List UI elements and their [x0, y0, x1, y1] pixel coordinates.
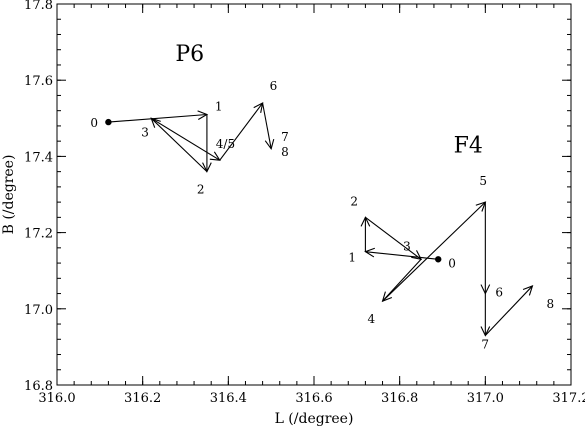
move-arrow-p6-head	[264, 138, 275, 151]
point-label: 0	[448, 256, 456, 270]
point-label: 2	[197, 183, 205, 197]
point-label: 6	[495, 286, 503, 300]
move-arrow-f4-head	[522, 285, 534, 296]
point-label: 2	[350, 194, 358, 208]
y-axis-title: B (/degree)	[1, 155, 17, 235]
move-arrow-f4	[382, 258, 422, 302]
point-label: 7	[481, 337, 489, 351]
series-label-p6: P6	[175, 42, 204, 67]
point-label: 3	[403, 239, 411, 253]
point-label: 4/5	[216, 137, 235, 151]
y-tick-label: 16.8	[24, 379, 53, 394]
x-tick-label: 316.0	[38, 391, 75, 406]
point-label: 4	[368, 312, 376, 326]
x-axis-title: L (/degree)	[275, 411, 354, 427]
plot-frame	[56, 3, 572, 386]
move-arrow-f4	[484, 285, 533, 336]
x-tick-label: 316.8	[381, 391, 418, 406]
point-label: 1	[215, 99, 223, 113]
x-tick-label: 316.2	[124, 391, 161, 406]
point-label: 6	[270, 79, 278, 93]
y-tick-label: 17.0	[24, 303, 53, 318]
x-tick-label: 316.4	[210, 391, 247, 406]
y-tick-label: 17.6	[24, 74, 53, 89]
move-arrow-f4	[382, 201, 486, 302]
series-label-f4: F4	[454, 134, 483, 159]
y-tick-label: 17.4	[24, 150, 53, 165]
point-label: 7	[281, 130, 289, 144]
x-tick-label: 317.0	[467, 391, 504, 406]
x-tick-label: 317.2	[552, 391, 585, 406]
y-tick-label: 17.2	[24, 227, 53, 242]
move-arrow-f4	[365, 251, 439, 260]
point-label: 1	[348, 251, 356, 265]
y-tick-label: 17.8	[24, 0, 53, 13]
move-arrow-p6	[150, 117, 208, 173]
point-label: 5	[479, 174, 487, 188]
move-arrow-p6	[108, 113, 207, 123]
move-arrow-p6	[262, 102, 272, 149]
point-label: 8	[546, 297, 554, 311]
point-label: 3	[141, 125, 149, 139]
point-label: 8	[281, 145, 289, 159]
point-label: 0	[90, 116, 98, 130]
move-arrow-f4	[365, 216, 422, 260]
move-arrow-p6	[150, 117, 221, 161]
move-arrow-p6	[219, 102, 264, 161]
x-tick-label: 316.6	[295, 391, 332, 406]
